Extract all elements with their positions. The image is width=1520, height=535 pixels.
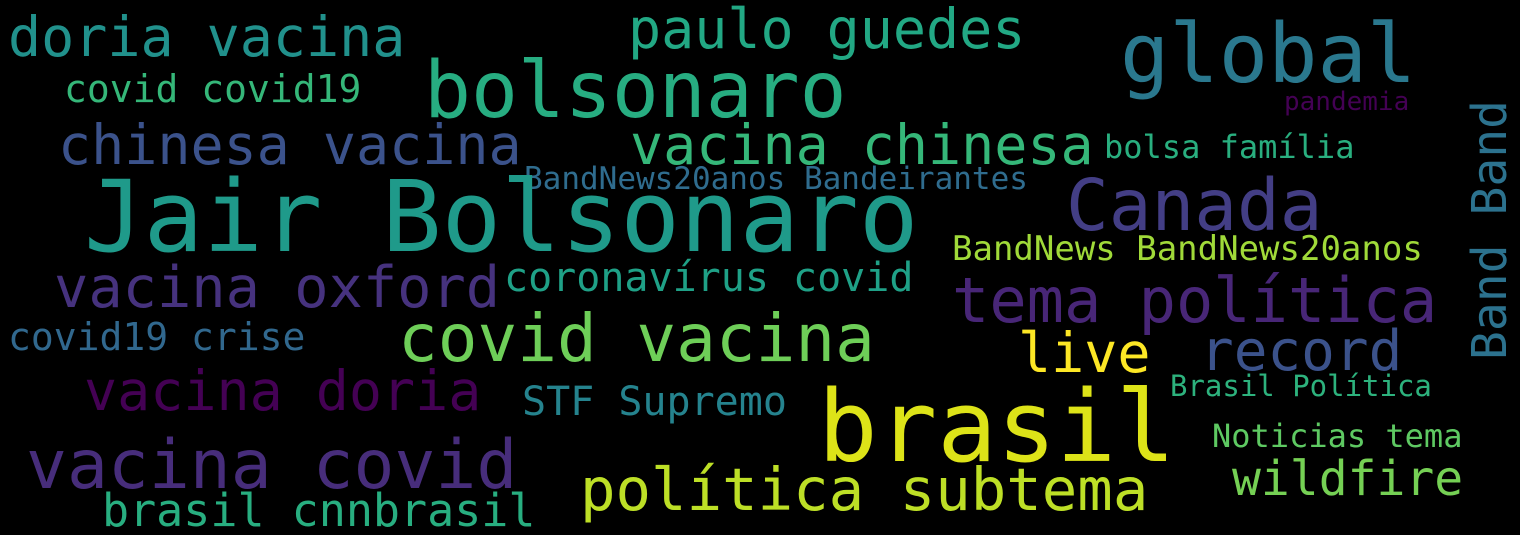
word-brasil: brasil [818,370,1176,485]
word-vacina-chinesa: vacina chinesa [630,113,1094,177]
word-vacina-covid: vacina covid [26,426,518,505]
word-covid-covid19: covid covid19 [64,67,362,111]
word-wildfire: wildfire [1232,451,1464,507]
word-vacina-oxford: vacina oxford [54,255,501,321]
word-record: record [1200,319,1403,384]
word-brasil-cnnbrasil: brasil cnnbrasil [102,484,536,535]
word-stf-supremo: STF Supremo [522,379,787,425]
word-live: live [1018,321,1151,385]
word-bolsa-familia: bolsa família [1104,128,1355,166]
word-vacina-doria: vacina doria [84,359,482,423]
word-coronavirus-covid: coronavírus covid [504,255,914,301]
word-politica-subtema: política subtema [580,455,1149,524]
word-covid-vacina: covid vacina [398,300,875,377]
word-band-band: Band Band [1462,99,1518,360]
word-global: global [1120,7,1417,102]
word-canada: Canada [1066,164,1323,247]
word-pandemia: pandemia [1284,87,1410,117]
word-tema-politica: tema política [952,264,1438,337]
word-noticias-tema: Noticias tema [1212,417,1463,455]
word-bandnews-bandnews20anos: BandNews BandNews20anos [952,229,1423,269]
word-paulo-guedes: paulo guedes [628,0,1026,61]
word-bandnews20anos-bandeirantes: BandNews20anos Bandeirantes [524,161,1028,197]
word-doria-vacina: doria vacina [8,5,406,69]
word-brasil-politica: Brasil Política [1170,369,1432,403]
word-jair-bolsonaro: Jair Bolsonaro [84,160,919,275]
word-covid19-crise: covid19 crise [8,315,306,359]
word-bolsonaro: bolsonaro [424,46,847,136]
word-chinesa-vacina: chinesa vacina [58,113,522,177]
